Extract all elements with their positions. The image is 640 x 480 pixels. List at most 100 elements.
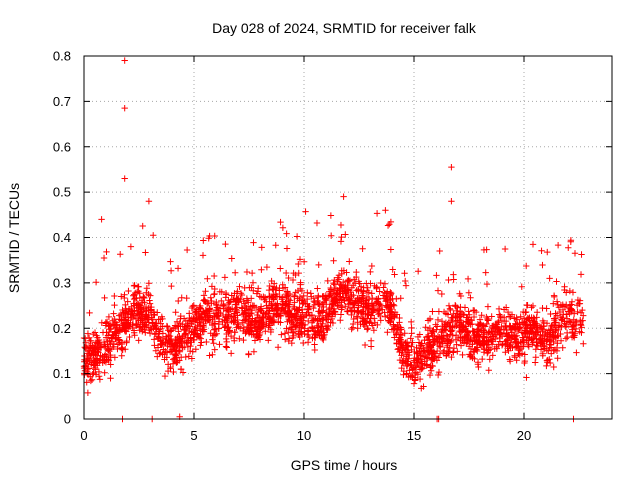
data-point: [556, 322, 563, 329]
data-point: [384, 329, 391, 336]
data-point: [90, 330, 97, 338]
data-point: [171, 322, 179, 329]
data-point: [121, 57, 128, 64]
data-point: [488, 322, 496, 330]
data-point: [183, 294, 190, 302]
data-point: [439, 335, 446, 343]
data-point: [171, 342, 178, 350]
data-point: [228, 255, 235, 262]
data-point: [253, 323, 261, 331]
data-point: [252, 318, 260, 326]
data-point: [81, 367, 89, 374]
data-point: [381, 289, 388, 296]
data-point: [345, 278, 353, 285]
data-point: [489, 330, 496, 338]
data-point: [247, 321, 255, 328]
data-point: [438, 290, 446, 298]
data-point: [161, 372, 169, 380]
data-point: [211, 346, 218, 353]
data-point: [399, 360, 407, 367]
data-point: [442, 337, 450, 345]
data-point: [347, 288, 354, 296]
data-point: [310, 315, 318, 323]
data-point: [227, 332, 235, 340]
data-point: [558, 316, 565, 323]
data-point: [243, 295, 251, 302]
data-point: [529, 302, 537, 310]
data-point: [312, 328, 319, 335]
data-point: [254, 314, 262, 321]
data-point: [411, 377, 419, 384]
data-point: [559, 344, 566, 351]
data-point: [126, 333, 133, 341]
data-point: [449, 318, 456, 326]
data-point: [426, 371, 434, 379]
data-point: [185, 353, 192, 360]
data-point: [569, 289, 577, 296]
data-point: [289, 314, 297, 321]
data-point: [208, 300, 215, 307]
data-point: [557, 337, 565, 344]
data-point: [388, 305, 395, 313]
data-point: [286, 301, 293, 308]
data-point: [85, 365, 93, 372]
data-point: [408, 346, 415, 354]
data-point: [512, 320, 519, 327]
data-point: [310, 327, 318, 334]
data-point: [186, 347, 194, 355]
data-point: [565, 244, 572, 251]
data-point: [393, 311, 401, 318]
data-point: [102, 319, 109, 326]
data-point: [164, 361, 172, 368]
data-point: [111, 292, 118, 300]
data-point: [272, 242, 279, 249]
data-point: [479, 334, 487, 342]
data-point: [304, 327, 312, 334]
data-point: [552, 315, 559, 322]
data-point: [513, 316, 521, 323]
data-point: [562, 335, 570, 342]
data-point: [337, 317, 344, 324]
data-point: [300, 339, 307, 347]
data-point: [578, 251, 585, 258]
data-point: [305, 309, 312, 316]
data-point: [85, 334, 93, 341]
data-point: [100, 254, 108, 262]
data-point: [233, 309, 241, 316]
data-point: [433, 272, 440, 279]
data-point: [384, 312, 392, 319]
data-point: [258, 266, 265, 273]
data-point: [129, 315, 137, 323]
data-point: [567, 238, 574, 245]
data-point: [142, 329, 149, 336]
data-point: [367, 268, 374, 276]
data-point: [231, 328, 239, 336]
data-point: [408, 330, 415, 337]
data-point: [543, 331, 551, 338]
data-point: [112, 335, 120, 343]
data-point: [402, 339, 409, 346]
data-point: [407, 335, 414, 342]
data-point: [192, 309, 199, 316]
data-point: [440, 308, 448, 316]
data-point: [211, 285, 218, 293]
data-point: [447, 338, 454, 346]
data-point: [431, 355, 438, 363]
axes: 0 5 10 15 20 0 0.1 0.2 0.3 0.4 0.5 0.6 0.7 0.8: [53, 49, 612, 443]
data-point: [109, 331, 116, 338]
data-point: [488, 341, 496, 348]
data-point: [118, 345, 125, 352]
data-point: [119, 346, 126, 353]
data-point: [227, 350, 235, 357]
data-point: [103, 353, 110, 360]
data-point: [287, 297, 294, 304]
data-point: [387, 289, 394, 296]
data-point: [300, 317, 307, 324]
data-point: [508, 311, 516, 318]
data-point: [288, 326, 295, 333]
data-point: [283, 245, 291, 252]
data-point: [441, 326, 449, 333]
data-point: [170, 368, 177, 376]
data-point: [373, 283, 380, 291]
data-point: [173, 348, 180, 355]
